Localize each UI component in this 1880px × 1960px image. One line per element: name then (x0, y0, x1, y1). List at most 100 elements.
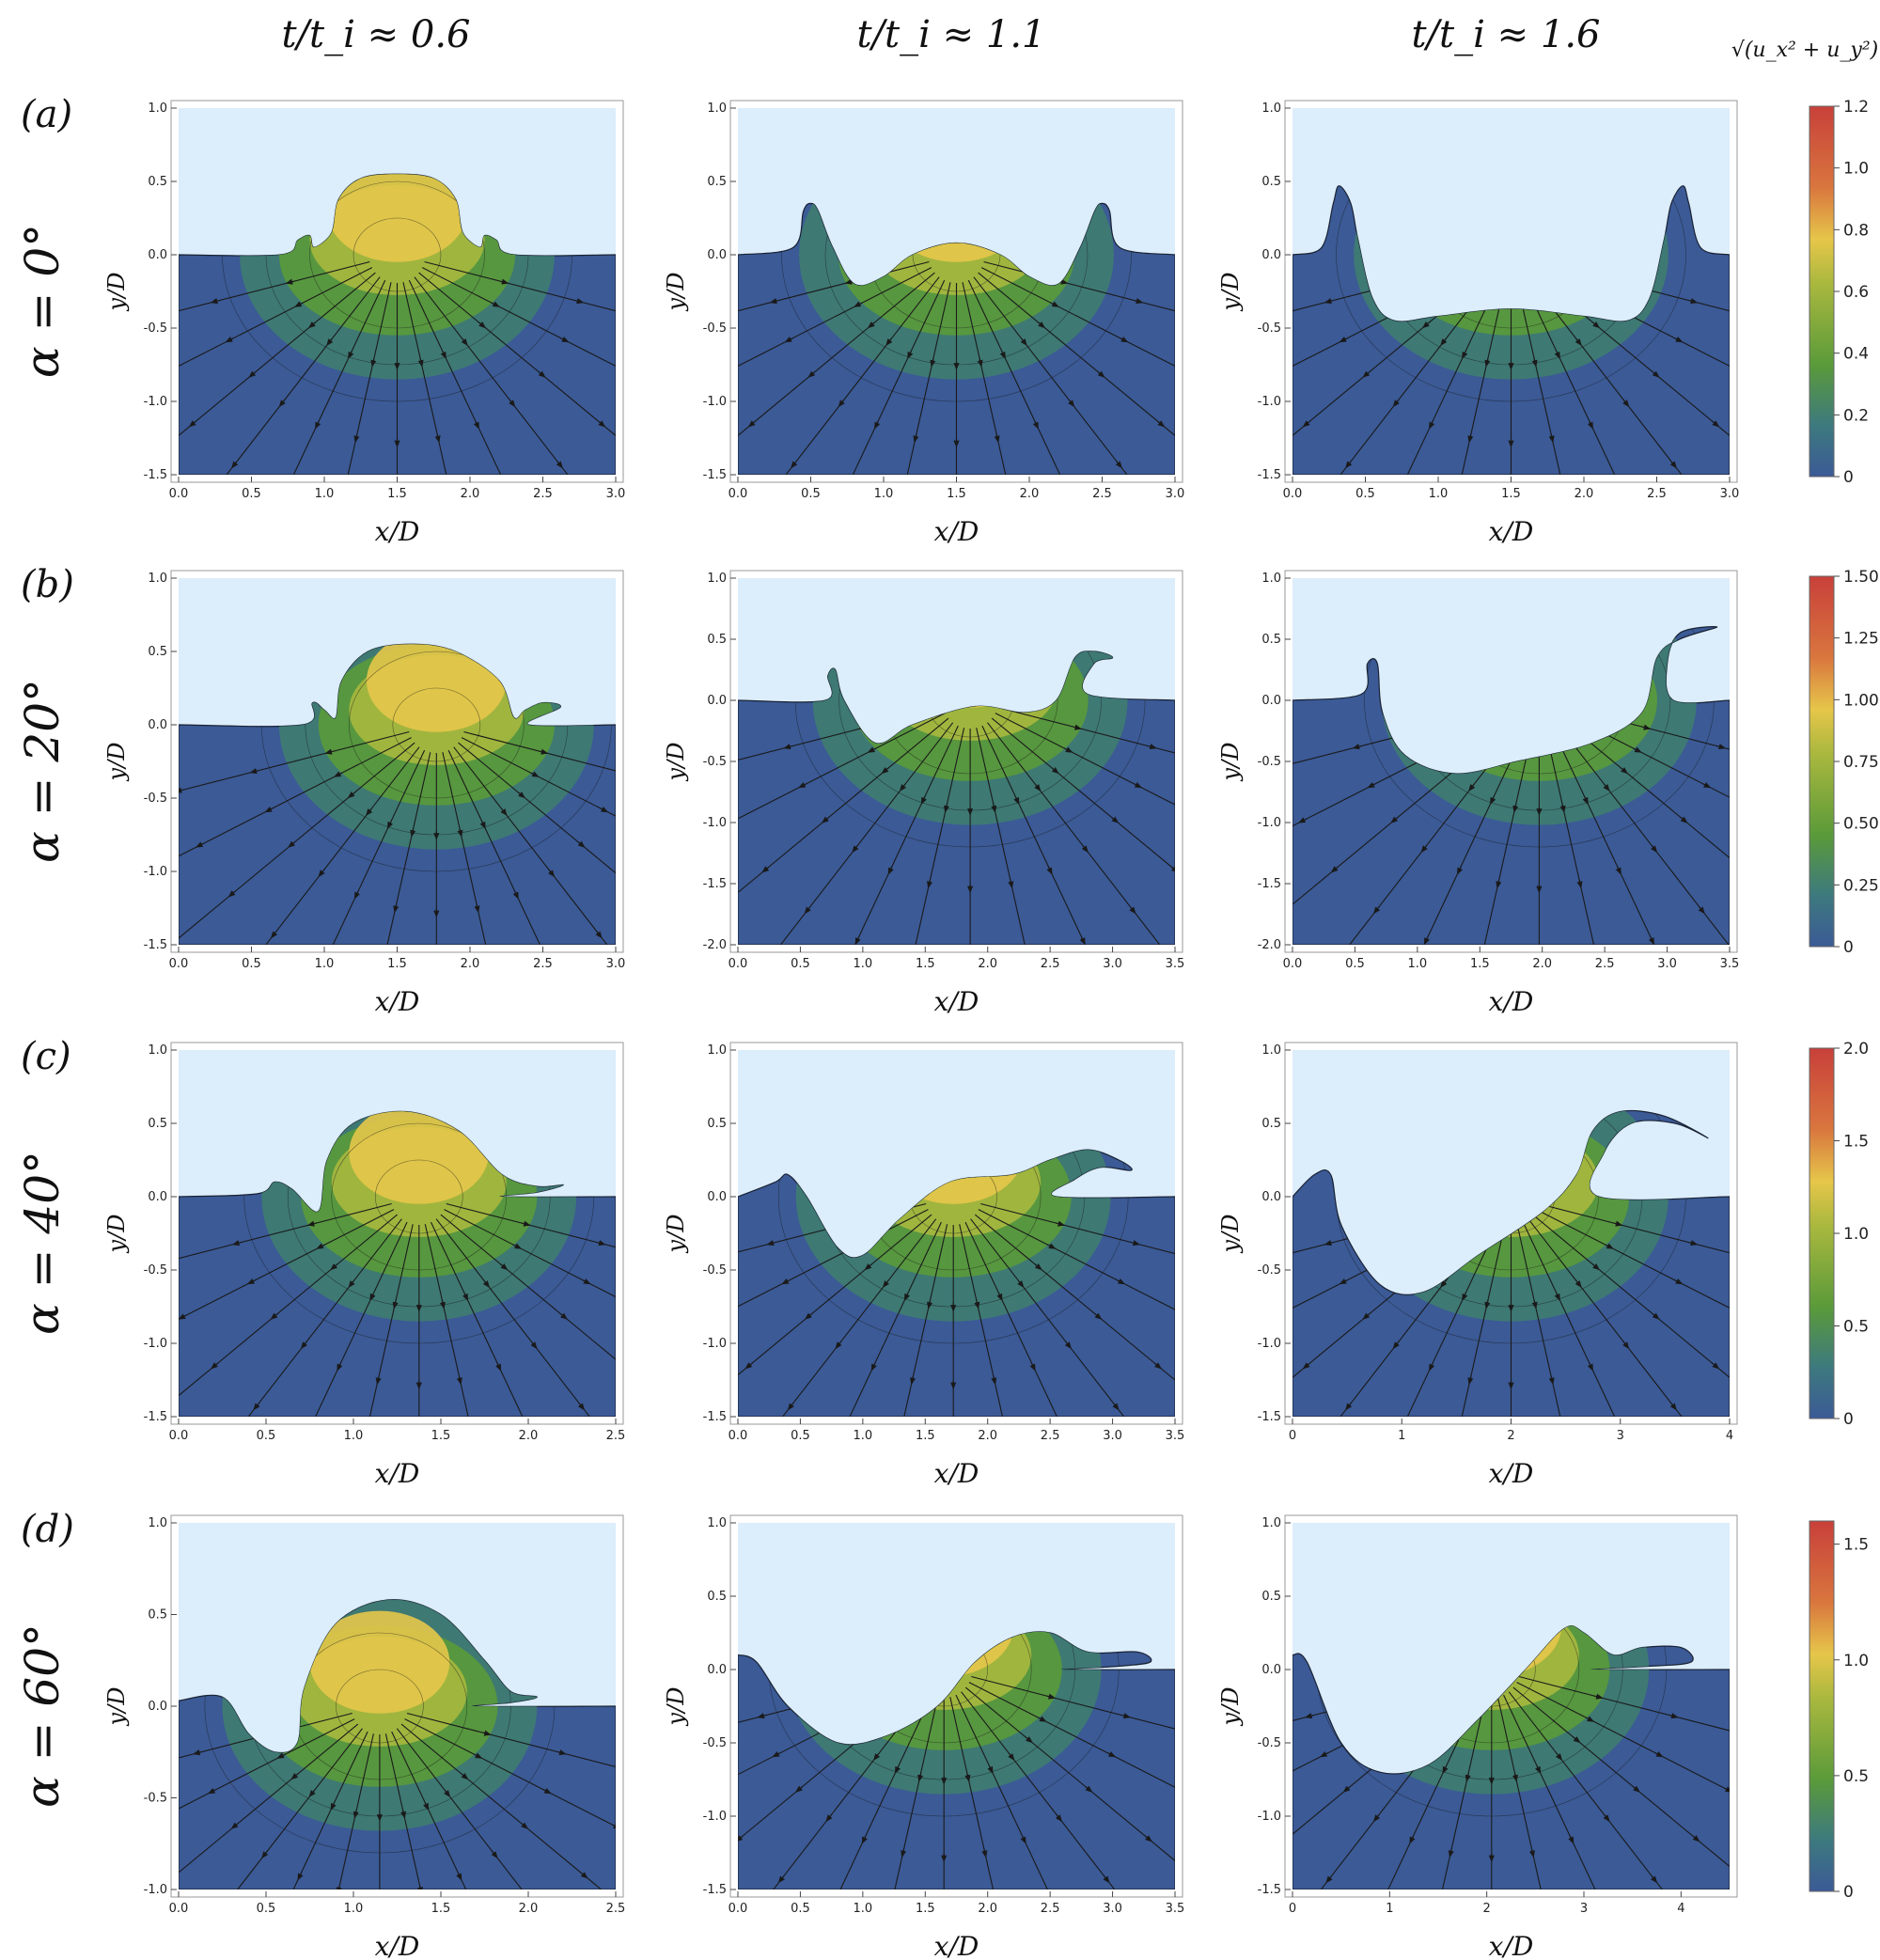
x-tick-label: 0.0 (728, 1902, 748, 1916)
y-tick-label: -1.0 (703, 1337, 727, 1351)
streamline-arrow (521, 1220, 531, 1227)
y-axis-label: y/D (663, 1687, 689, 1727)
streamline-arrow (977, 357, 983, 368)
streamline-arrow (474, 903, 480, 914)
streamline-arrow (456, 1375, 462, 1386)
streamline-arrow (867, 321, 876, 329)
colorbar-tick-label: 0.5 (1843, 1767, 1869, 1786)
streamline-arrow (1512, 1772, 1518, 1782)
streamline-arrow (1302, 1362, 1311, 1370)
streamline-arrow (870, 1362, 877, 1372)
streamline-arrow (264, 806, 274, 813)
streamline (453, 746, 616, 945)
streamline-arrow (1716, 744, 1727, 750)
streamline-arrow (1038, 1716, 1047, 1722)
isoline (781, 203, 1132, 402)
streamline-arrow (1119, 336, 1129, 343)
colorbar-tick-label: 1.0 (1843, 160, 1869, 179)
x-tick-label: 0.5 (791, 1902, 810, 1916)
x-tick-label: 2.5 (1041, 1902, 1060, 1916)
streamline-arrow (1055, 1220, 1066, 1227)
streamline-arrow (705, 1788, 712, 1792)
x-tick-label: 1 (1386, 1902, 1393, 1916)
streamline-arrow (1574, 1279, 1582, 1289)
streamline-arrow (761, 866, 770, 873)
y-axis-label-group: y/D (663, 1215, 689, 1254)
streamline-arrow (347, 791, 356, 799)
streamline-arrow (1651, 1874, 1658, 1884)
streamline (995, 713, 1175, 855)
isoline (824, 203, 1089, 366)
streamline-arrow (512, 1243, 523, 1249)
streamline-arrow (821, 816, 830, 823)
streamline-arrow (1651, 844, 1658, 854)
streamline-arrow (1669, 460, 1677, 469)
streamline-arrow (119, 1771, 127, 1773)
streamline-arrow (1047, 1243, 1057, 1249)
streamline-arrow (1622, 491, 1625, 497)
streamline-arrow (1324, 298, 1334, 305)
x-tick-label: 4 (1726, 1429, 1733, 1443)
streamline-arrow (1420, 844, 1428, 854)
streamline-arrow (1367, 781, 1376, 789)
streamline-arrow (1603, 1905, 1606, 1912)
y-tick-label: 0.0 (148, 1190, 167, 1204)
isoline (838, 651, 1102, 811)
streamline-arrow (1064, 1433, 1067, 1439)
streamline-arrow (195, 841, 205, 848)
streamline-arrow (261, 1850, 269, 1859)
colorbar-tick-label: 0 (1843, 1410, 1854, 1429)
streamline-arrow (158, 373, 164, 377)
y-tick-label: 1.0 (1261, 572, 1281, 586)
x-tick-label: 0.5 (257, 1902, 276, 1916)
streamline-arrow (580, 1872, 588, 1879)
x-tick-label: 1.5 (387, 957, 407, 971)
colorbar-tick-label: 0.6 (1843, 283, 1869, 302)
streamline-arrow (1559, 803, 1566, 813)
y-axis-label: y/D (103, 273, 130, 312)
column-title: t/t_i ≈ 0.6 (282, 13, 471, 56)
y-tick-label: -1.0 (144, 865, 167, 879)
streamline-arrow (478, 321, 487, 329)
x-tick-label: 0 (1289, 1902, 1296, 1916)
panel: 0.0 0.5 1.0 1.5 2.0 2.5 3.0 3.5 -2.0 -1.5 -1.0 -0.5… (663, 570, 1184, 1017)
x-axis-label: x/D (934, 516, 979, 547)
streamline-arrow (393, 903, 400, 914)
streamline-arrow (1037, 321, 1046, 329)
y-tick-label: -0.5 (1258, 755, 1281, 769)
streamline-arrow (1008, 1752, 1015, 1762)
streamline-arrow (901, 1848, 907, 1858)
y-tick-label: -0.5 (1258, 1263, 1281, 1278)
streamline-arrow (215, 1912, 220, 1918)
streamline-arrow (1297, 817, 1308, 823)
x-tick-label: 4 (1677, 1902, 1684, 1916)
colorbar-tick-label: 1.5 (1843, 1133, 1869, 1152)
streamline-arrow (1711, 420, 1720, 428)
x-tick-label: 1.0 (315, 957, 335, 971)
streamline (1503, 1694, 1637, 1889)
streamline-arrow (842, 491, 845, 497)
streamline-arrow (417, 357, 424, 368)
x-tick-label: 1.0 (854, 957, 873, 971)
streamline (1538, 1202, 1730, 1282)
streamline-arrow (348, 1279, 355, 1289)
streamline-arrow (1324, 1240, 1334, 1247)
x-tick-label: 0.0 (728, 1429, 748, 1443)
streamline-arrow (495, 1362, 502, 1372)
streamline-arrow (994, 433, 1000, 444)
streamline-arrow (903, 1292, 910, 1302)
streamline-arrow (326, 337, 334, 347)
x-axis-label: x/D (934, 1931, 979, 1960)
streamline-arrow (1512, 803, 1519, 813)
colorbar-tick-label: 0.75 (1843, 753, 1879, 772)
colorbar-tick-label: 0 (1843, 938, 1854, 957)
streamline-arrow (434, 433, 441, 444)
streamline-arrow (361, 1451, 363, 1459)
streamline-arrow (306, 1220, 317, 1227)
x-axis-label: x/D (1489, 986, 1534, 1017)
colorbar-tick-label: 0.25 (1843, 876, 1879, 895)
x-axis-label: x/D (934, 986, 979, 1017)
y-axis-label-group: y/D (103, 273, 130, 312)
isoline (349, 651, 525, 799)
streamline-arrow (1013, 510, 1015, 517)
